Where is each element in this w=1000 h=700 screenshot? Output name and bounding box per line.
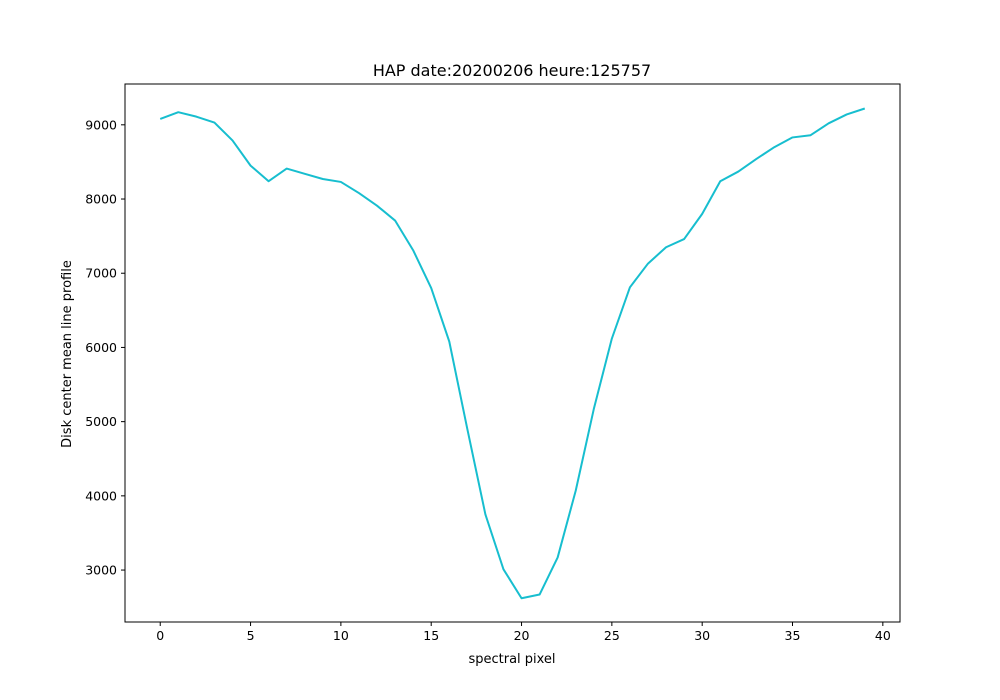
y-tick-label: 4000 [85,488,117,503]
y-tick-label: 3000 [85,563,117,578]
y-axis-label: Disk center mean line profile [60,260,75,448]
x-tick-label: 5 [247,628,255,643]
x-tick-label: 20 [514,628,530,643]
y-tick-label: 7000 [85,266,117,281]
x-tick-label: 25 [604,628,620,643]
plot-frame [124,83,901,623]
series-line [159,107,866,600]
y-tick-label: 5000 [85,414,117,429]
x-tick-label: 35 [785,628,801,643]
x-tick-label: 10 [333,628,349,643]
y-tick-label: 8000 [85,192,117,207]
chart-title: HAP date:20200206 heure:125757 [373,61,651,80]
x-tick-label: 30 [694,628,710,643]
x-axis-label: spectral pixel [468,652,555,667]
x-tick-label: 15 [423,628,439,643]
y-tick-label: 9000 [85,117,117,132]
x-tick-label: 0 [156,628,164,643]
y-tick-label: 6000 [85,340,117,355]
x-tick-label: 40 [875,628,891,643]
